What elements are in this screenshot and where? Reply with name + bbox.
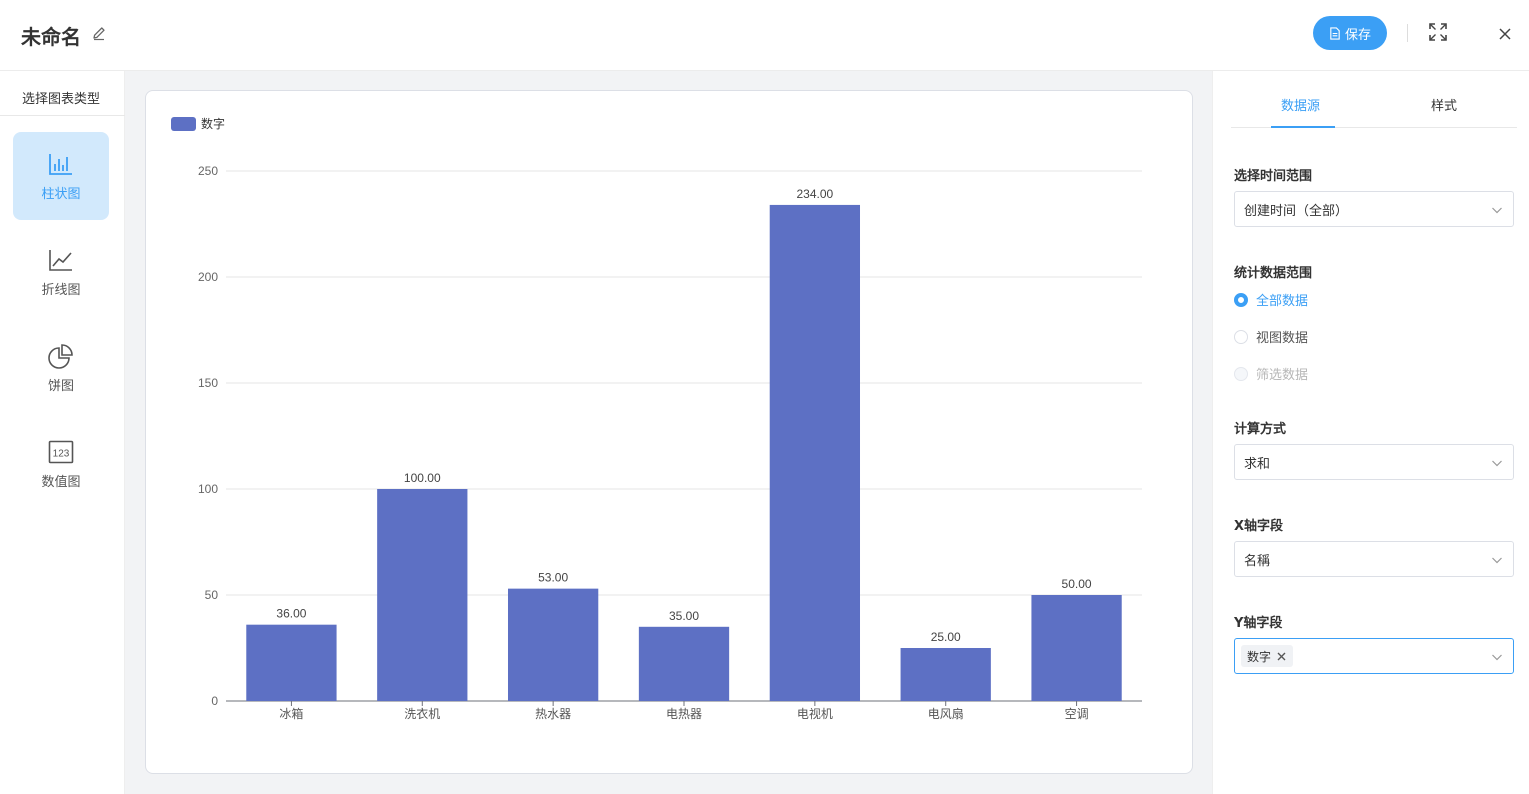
chevron-down-icon xyxy=(1492,460,1502,467)
calc-method-select[interactable]: 求和 xyxy=(1234,444,1514,480)
radio-label: 筛选数据 xyxy=(1256,368,1309,383)
x-tick-label: 洗衣机 xyxy=(404,706,440,721)
bar xyxy=(246,624,337,701)
chart-type-panel-title: 选择图表类型 xyxy=(21,92,100,107)
fullscreen-icon[interactable] xyxy=(1429,23,1447,41)
y-field-select[interactable]: 数字 xyxy=(1234,638,1514,674)
x-field-value: 名稱 xyxy=(1244,553,1271,569)
y-tick-label: 250 xyxy=(198,164,218,178)
bar-value-label: 35.00 xyxy=(669,609,699,623)
radio-view-data[interactable]: 视图数据 xyxy=(1234,327,1308,346)
x-tick-label: 电风扇 xyxy=(928,706,964,721)
header-bar: 未命名 保存 xyxy=(0,0,1529,71)
document-icon xyxy=(1330,26,1340,40)
x-field-select[interactable]: 名稱 xyxy=(1234,541,1514,577)
bar xyxy=(507,588,599,701)
x-tick-label: 空调 xyxy=(1065,707,1089,721)
settings-panel: 数据源 样式 选择时间范围 创建时间（全部） 统计数据范围 全部数据 视图数据 … xyxy=(1212,71,1529,794)
radio-unchecked-icon xyxy=(1234,329,1248,344)
y-tick-label: 50 xyxy=(205,588,219,602)
chart-type-panel: 选择图表类型 柱状图 折线图 饼图 123 数值图 xyxy=(0,71,125,794)
bar xyxy=(377,489,468,701)
bar-value-label: 36.00 xyxy=(276,607,306,621)
chart-type-label: 折线图 xyxy=(41,282,81,298)
time-range-select[interactable]: 创建时间（全部） xyxy=(1234,191,1514,227)
y-tick-label: 200 xyxy=(198,270,218,284)
line-chart-icon xyxy=(49,249,72,271)
close-icon[interactable] xyxy=(1498,27,1512,41)
bar xyxy=(1031,595,1122,701)
bar-chart: 0 50 100 150 200 250 36.00 冰箱 100.00 洗衣机 53.00 热水器 3… xyxy=(198,164,1142,721)
chevron-down-icon xyxy=(1492,654,1502,661)
y-tick-label: 100 xyxy=(198,482,218,496)
radio-disabled-icon xyxy=(1234,366,1248,381)
chart-type-pie[interactable]: 饼图 xyxy=(13,324,109,412)
settings-tabs: 数据源 样式 xyxy=(1231,71,1517,128)
chart-type-number[interactable]: 123 数值图 xyxy=(13,420,109,508)
y-field-label: Y轴字段 xyxy=(1234,616,1283,631)
svg-text:123: 123 xyxy=(53,448,70,459)
x-tick-label: 电视机 xyxy=(797,706,833,721)
radio-all-data[interactable]: 全部数据 xyxy=(1234,290,1308,309)
tab-data-source[interactable]: 数据源 xyxy=(1281,99,1321,114)
edit-title-icon[interactable] xyxy=(91,25,107,41)
bar xyxy=(769,204,861,702)
bar-chart-icon xyxy=(49,153,72,175)
tag-close-icon[interactable] xyxy=(1277,652,1286,661)
chart-type-label: 数值图 xyxy=(41,474,81,490)
chart-canvas-area: 0 50 100 150 200 250 36.00 冰箱 100.00 洗衣机 53.00 热水器 3… xyxy=(125,71,1212,794)
active-tab-indicator xyxy=(1271,126,1335,128)
number-chart-icon: 123 xyxy=(48,440,74,463)
y-field-tag: 数字 xyxy=(1241,645,1294,667)
tab-style[interactable]: 样式 xyxy=(1431,99,1458,114)
radio-checked-icon xyxy=(1234,292,1248,307)
y-tick-label: 0 xyxy=(211,694,218,708)
radio-label: 视图数据 xyxy=(1256,331,1309,346)
chart-card: 0 50 100 150 200 250 36.00 冰箱 100.00 洗衣机 53.00 热水器 3… xyxy=(145,90,1193,774)
save-button-label: 保存 xyxy=(1344,27,1371,43)
time-range-label: 选择时间范围 xyxy=(1234,169,1313,184)
bar xyxy=(900,648,991,701)
chevron-down-icon xyxy=(1492,207,1502,214)
x-tick-label: 电热器 xyxy=(666,707,702,721)
x-tick-label: 冰箱 xyxy=(279,706,303,721)
radio-label: 全部数据 xyxy=(1256,294,1309,309)
time-range-value: 创建时间（全部） xyxy=(1244,203,1349,219)
chart-type-label: 饼图 xyxy=(47,378,74,394)
data-scope-label: 统计数据范围 xyxy=(1234,266,1313,281)
legend-swatch xyxy=(171,116,196,131)
bar-value-label: 53.00 xyxy=(538,571,568,585)
calc-method-value: 求和 xyxy=(1244,456,1271,472)
bar xyxy=(638,626,730,701)
page-title: 未命名 xyxy=(21,25,81,49)
chart-type-label: 柱状图 xyxy=(41,186,81,202)
bar-value-label: 234.00 xyxy=(797,187,834,201)
x-tick-label: 热水器 xyxy=(535,707,571,721)
calc-method-label: 计算方式 xyxy=(1234,422,1287,437)
legend-label: 数字 xyxy=(201,117,226,131)
radio-filtered-data: 筛选数据 xyxy=(1234,364,1308,383)
chevron-down-icon xyxy=(1492,557,1502,564)
chart-type-bar[interactable]: 柱状图 xyxy=(13,132,109,220)
bar-value-label: 50.00 xyxy=(1062,577,1092,591)
header-divider xyxy=(1407,24,1408,42)
bar-value-label: 25.00 xyxy=(931,630,961,644)
y-tick-label: 150 xyxy=(198,376,218,390)
x-field-label: X轴字段 xyxy=(1234,519,1284,534)
divider xyxy=(0,115,125,116)
pie-chart-icon xyxy=(48,343,73,369)
chart-type-line[interactable]: 折线图 xyxy=(13,228,109,316)
bar-value-label: 100.00 xyxy=(404,471,441,485)
chart-legend[interactable]: 数字 xyxy=(171,115,225,132)
tag-label: 数字 xyxy=(1247,649,1272,664)
save-button[interactable]: 保存 xyxy=(1313,16,1387,50)
